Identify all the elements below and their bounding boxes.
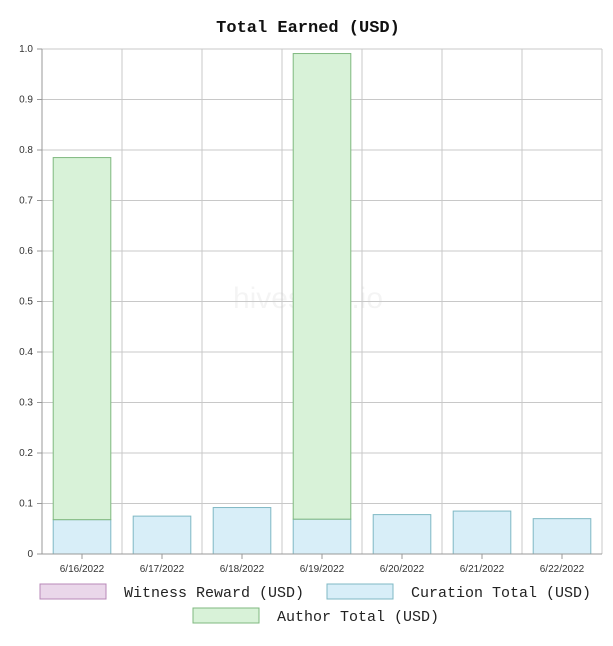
y-tick-label: 0.7: [19, 196, 33, 207]
legend-item[interactable]: Witness Reward (USD): [39, 583, 304, 602]
bar-curation-total-usd[interactable]: [212, 507, 272, 555]
y-tick-label: 0.8: [19, 145, 33, 156]
legend-swatch[interactable]: [39, 583, 107, 600]
bar-curation-total-usd[interactable]: [372, 514, 432, 555]
chart-title: Total Earned (USD): [216, 19, 400, 38]
x-tick-label: 6/16/2022: [60, 564, 105, 575]
x-tick-label: 6/17/2022: [140, 564, 185, 575]
bar-curation-total-usd[interactable]: [52, 519, 112, 555]
bar-curation-total-usd[interactable]: [532, 518, 592, 555]
bar-author-total-usd[interactable]: [292, 53, 352, 520]
legend-swatch[interactable]: [192, 607, 260, 624]
y-tick-label: 0.9: [19, 95, 33, 106]
bar-curation-total-usd[interactable]: [132, 515, 192, 555]
bar-curation-total-usd[interactable]: [292, 518, 352, 555]
axis-layer: 0 0.1 0.2 0.3 0.4 0.5 0.6 0.7 0.8 0.9 1.0 6/16/2022…: [19, 44, 602, 575]
y-tick-label: 0.1: [19, 499, 33, 510]
legend-label[interactable]: Author Total (USD): [277, 609, 439, 626]
x-tick-label: 6/18/2022: [220, 564, 265, 575]
x-tick-label: 6/21/2022: [460, 564, 505, 575]
x-tick-label: 6/19/2022: [300, 564, 345, 575]
legend-label[interactable]: Curation Total (USD): [411, 585, 591, 602]
y-tick-label: 0.4: [19, 347, 33, 358]
x-tick-label: 6/22/2022: [540, 564, 585, 575]
y-tick-label: 0.3: [19, 398, 33, 409]
bar-curation-total-usd[interactable]: [452, 510, 512, 555]
legend-item[interactable]: Curation Total (USD): [326, 583, 591, 602]
x-tick-label: 6/20/2022: [380, 564, 425, 575]
y-tick-label: 0.2: [19, 448, 33, 459]
legend-label[interactable]: Witness Reward (USD): [124, 585, 304, 602]
bar-author-total-usd[interactable]: [52, 157, 112, 521]
legend-item[interactable]: Author Total (USD): [192, 607, 439, 626]
bars-layer: [52, 53, 592, 555]
legend-swatch[interactable]: [326, 583, 394, 600]
y-tick-label: 0.6: [19, 246, 33, 257]
y-tick-label: 0.5: [19, 297, 33, 308]
legend[interactable]: Witness Reward (USD) Curation Total (USD)…: [39, 583, 591, 626]
y-tick-label: 1.0: [19, 44, 33, 55]
y-tick-label: 0: [27, 549, 33, 560]
